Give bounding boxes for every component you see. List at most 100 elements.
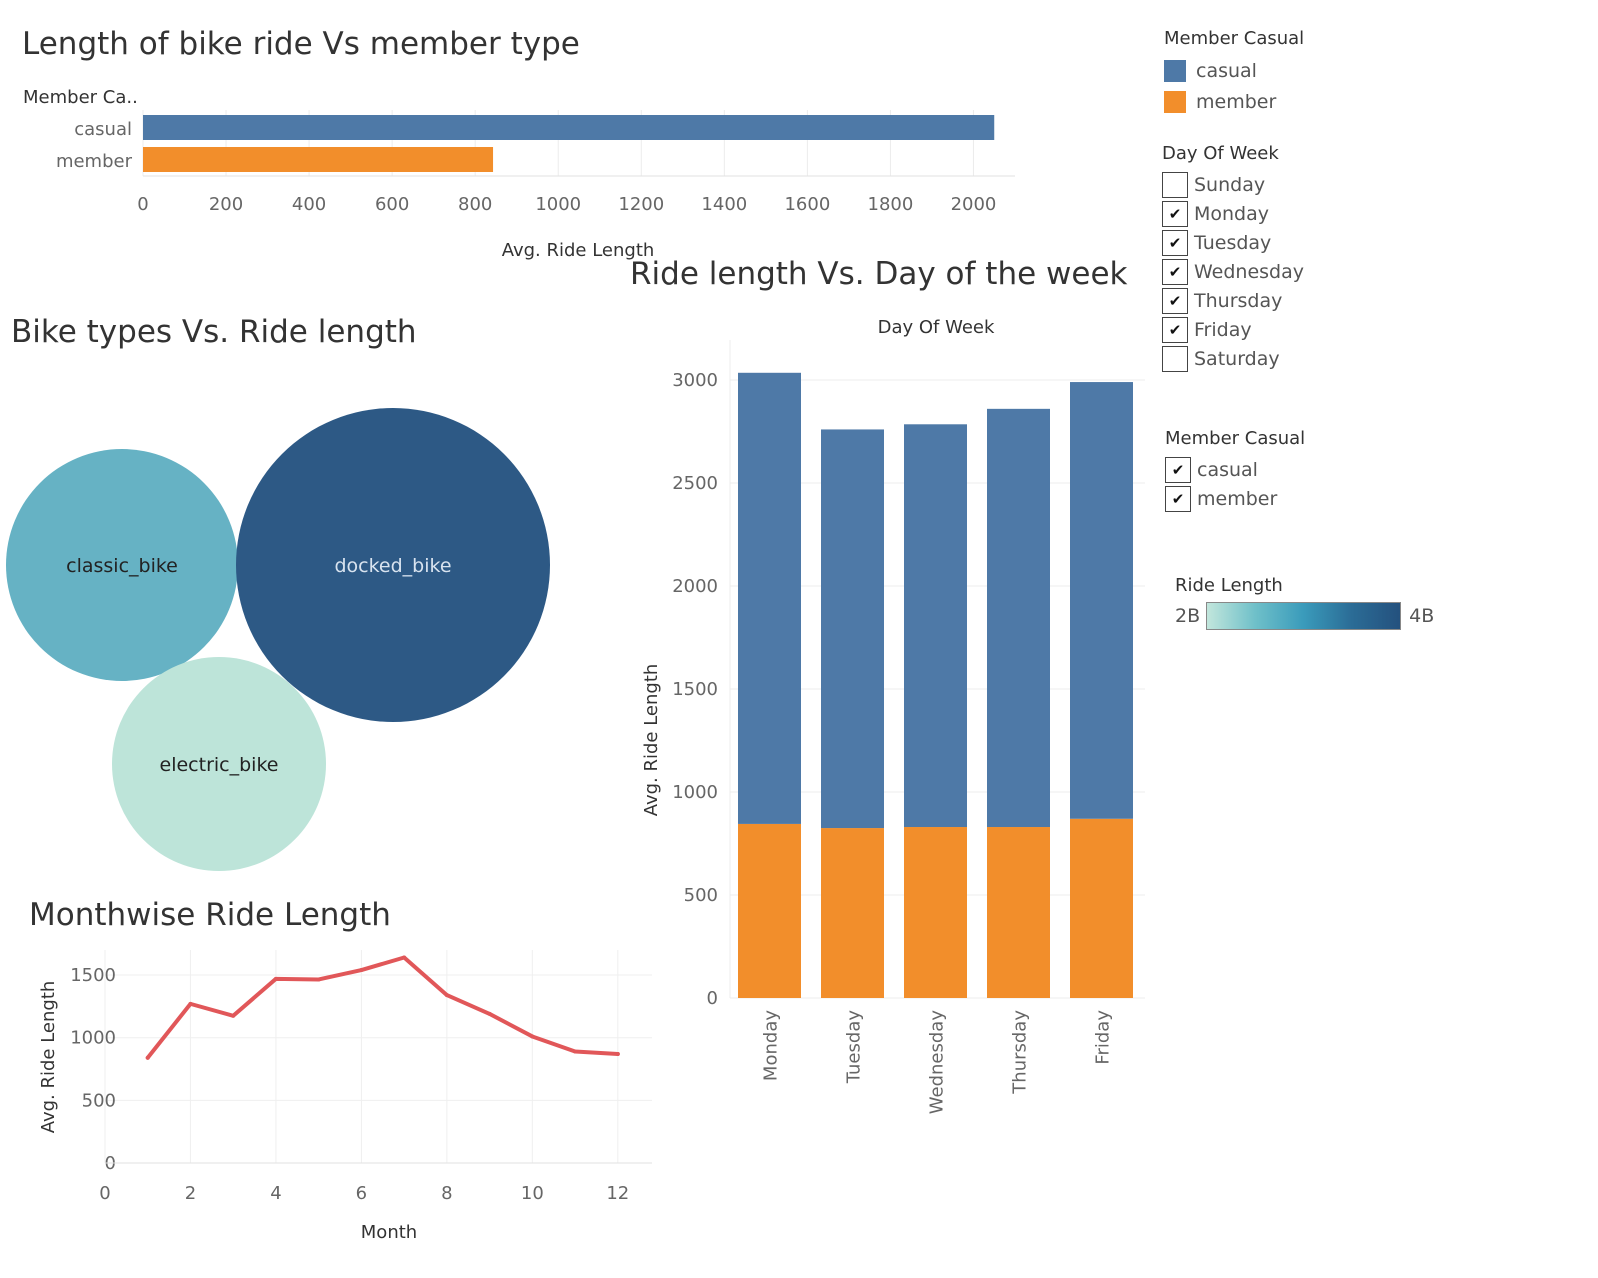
y-tick-label: 1500 (70, 965, 116, 986)
legend-label-casual: casual (1196, 59, 1257, 82)
bubble-docked_bike (236, 408, 550, 722)
bar-Wednesday-casual (904, 424, 967, 828)
scale-min-label: 2B (1175, 605, 1201, 627)
member-type-chart-title: Length of bike ride Vs member type (22, 26, 580, 62)
bubble-label-docked_bike: docked_bike (334, 555, 451, 577)
category-label-casual: casual (74, 119, 132, 140)
day-checkbox-monday[interactable]: ✔ (1162, 200, 1188, 227)
x-tick-label-Friday: Friday (1093, 1010, 1114, 1065)
x-tick-label: 0 (99, 1183, 110, 1204)
bar-Thursday-member (987, 827, 1050, 998)
category-label-member: member (56, 151, 133, 172)
bubble-label-classic_bike: classic_bike (66, 555, 178, 577)
day-checkbox-sunday[interactable] (1162, 171, 1188, 198)
bar-Monday-casual (738, 372, 801, 824)
day-filter-label: Monday (1194, 202, 1270, 225)
day-filter-option-friday[interactable]: ✔ Friday (1162, 315, 1304, 344)
legend-item-casual[interactable]: casual (1164, 55, 1304, 86)
y-tick-label: 500 (684, 885, 718, 906)
x-tick-label: 2000 (951, 194, 997, 215)
bubble-electric_bike (112, 657, 326, 871)
casual-swatch (1164, 59, 1186, 82)
monthwise-line (145, 955, 620, 1060)
data-point-month-5 (316, 977, 321, 982)
legend-item-member[interactable]: member (1164, 86, 1304, 117)
bar-Friday-casual (1070, 382, 1133, 819)
bike-types-chart-title: Bike types Vs. Ride length (11, 314, 417, 350)
y-tick-label: 3000 (672, 370, 718, 391)
x-tick-label: 1600 (784, 194, 830, 215)
x-tick-label: 200 (209, 194, 243, 215)
ride-length-color-scale: Ride Length 2B 4B (1175, 575, 1434, 630)
day-filter-label: Saturday (1194, 347, 1280, 370)
x-tick-label-Thursday: Thursday (1010, 1010, 1031, 1095)
x-tick-label: 8 (441, 1183, 452, 1204)
y-axis-title: Avg. Ride Length (38, 981, 59, 1134)
day-of-week-stacked-bar-chart: Day Of Week 0 500 1000 1500 2000 2500 3000 Avg. … (641, 317, 1145, 1115)
day-filter-option-tuesday[interactable]: ✔ Tuesday (1162, 228, 1304, 257)
member-type-bar-chart: 0 200 400 600 800 1000 1200 1400 1600 1800 2000 Mem… (23, 87, 1015, 261)
member-filter-option-casual[interactable]: ✔ casual (1165, 455, 1305, 484)
data-point-month-1 (145, 1055, 150, 1060)
x-tick-label: 600 (375, 194, 409, 215)
ride-length-scale-title: Ride Length (1175, 575, 1283, 596)
y-tick-label: 2000 (672, 576, 718, 597)
y-tick-label: 1000 (70, 1028, 116, 1049)
data-point-month-8 (444, 993, 449, 998)
x-tick-label: 400 (292, 194, 326, 215)
bar-member (143, 147, 494, 172)
bar-Monday-member (738, 823, 801, 998)
day-filter-option-monday[interactable]: ✔ Monday (1162, 199, 1304, 228)
data-point-month-9 (487, 1011, 492, 1016)
day-filter-option-wednesday[interactable]: ✔ Wednesday (1162, 257, 1304, 286)
member-filter-label: casual (1197, 458, 1258, 481)
data-point-month-10 (530, 1034, 535, 1039)
day-filter-label: Friday (1194, 318, 1252, 341)
bar-Friday-member (1070, 818, 1133, 998)
day-filter-option-sunday[interactable]: Sunday (1162, 170, 1304, 199)
day-checkbox-saturday[interactable] (1162, 345, 1188, 372)
x-tick-label: 6 (356, 1183, 367, 1204)
day-checkbox-tuesday[interactable]: ✔ (1162, 229, 1188, 256)
y-tick-label: 1500 (672, 679, 718, 700)
legend-label-member: member (1196, 90, 1277, 113)
day-checkbox-wednesday[interactable]: ✔ (1162, 258, 1188, 285)
member-filter-option-member[interactable]: ✔ member (1165, 484, 1305, 513)
x-tick-label: 0 (137, 194, 148, 215)
day-filter-label: Thursday (1194, 289, 1283, 312)
y-tick-label: 500 (82, 1090, 116, 1111)
day-filter-title: Day Of Week (1162, 143, 1279, 164)
data-point-month-7 (402, 955, 407, 960)
x-tick-label: 12 (606, 1183, 629, 1204)
bar-Tuesday-casual (821, 429, 884, 829)
day-filter-label: Wednesday (1194, 260, 1305, 283)
bubble-classic_bike (6, 449, 238, 681)
y-tick-label: 1000 (672, 782, 718, 803)
x-tick-label: 2 (185, 1183, 196, 1204)
member-checkbox-casual[interactable]: ✔ (1165, 456, 1191, 483)
x-tick-label: 1200 (618, 194, 664, 215)
x-tick-label-Wednesday: Wednesday (927, 1010, 948, 1115)
day-filter-option-saturday[interactable]: Saturday (1162, 344, 1304, 373)
data-point-month-12 (615, 1051, 620, 1056)
x-tick-label: 800 (458, 194, 492, 215)
y-tick-label: 0 (707, 988, 718, 1009)
column-header: Day Of Week (878, 317, 995, 338)
day-checkbox-friday[interactable]: ✔ (1162, 316, 1188, 343)
day-checkbox-thursday[interactable]: ✔ (1162, 287, 1188, 314)
x-tick-label: 1000 (535, 194, 581, 215)
day-filter-label: Tuesday (1194, 231, 1272, 254)
member-checkbox-member[interactable]: ✔ (1165, 485, 1191, 512)
member-color-legend: Member Casual casual member (1164, 28, 1304, 117)
member-swatch (1164, 90, 1186, 113)
member-filter-title: Member Casual (1165, 428, 1306, 449)
data-point-month-2 (188, 1001, 193, 1006)
bar-Thursday-casual (987, 408, 1050, 828)
x-tick-label: 4 (270, 1183, 281, 1204)
x-axis-title: Avg. Ride Length (502, 240, 655, 261)
member-casual-filter: Member Casual ✔ casual ✔ member (1165, 428, 1305, 513)
day-filter-option-thursday[interactable]: ✔ Thursday (1162, 286, 1304, 315)
day-filter-label: Sunday (1194, 173, 1266, 196)
bike-types-bubble-chart: classic_bike docked_bike electric_bike (6, 408, 550, 871)
